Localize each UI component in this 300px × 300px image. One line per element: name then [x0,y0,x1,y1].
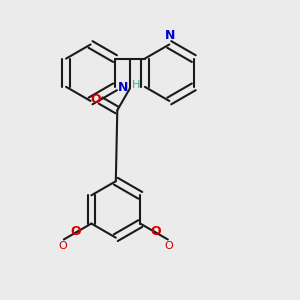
Text: N: N [165,29,175,42]
Text: O: O [90,93,101,106]
Text: O: O [71,225,81,238]
Text: N: N [118,81,129,94]
Text: O: O [164,241,173,251]
Text: H: H [132,80,141,90]
Text: O: O [150,225,161,238]
Text: O: O [59,241,68,251]
